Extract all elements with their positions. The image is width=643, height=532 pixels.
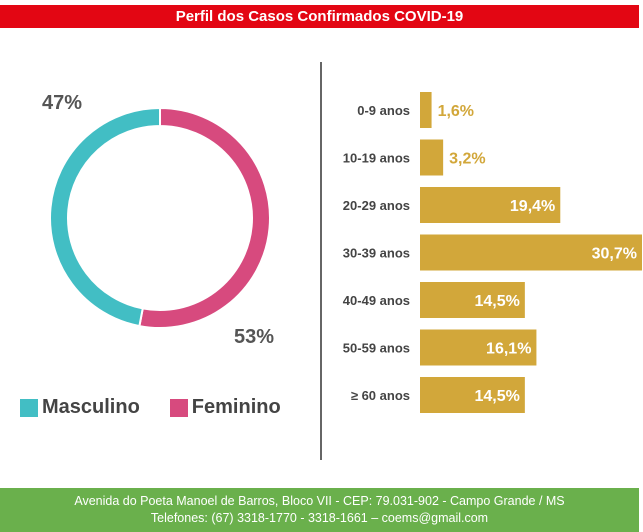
legend-item-feminino: Feminino [169,396,281,419]
legend-label-feminino: Feminino [191,396,281,418]
masculino-percent-label: 47% [42,92,83,114]
footer: Avenida do Poeta Manoel de Barros, Bloco… [0,488,639,532]
data-label: 3,2% [449,151,485,168]
masculino-swatch [20,398,38,417]
footer-contacts: Telefones: (67) 3318-1770 - 3318-1661 – … [150,511,489,525]
bar [420,187,561,223]
gender-donut-chart [49,106,271,329]
data-label: 14,5% [474,293,519,310]
legend-label-masculino: Masculino [42,396,140,418]
bar [420,139,444,176]
bar [420,329,537,366]
chart-title: Perfil dos Casos Confirmados COVID-19 [0,5,639,28]
data-label: 1,6% [438,103,474,120]
bar [420,234,642,271]
footer-address: Avenida do Poeta Manoel de Barros, Bloco… [74,494,565,508]
bar [420,282,525,318]
age-bar-chart: 0-9 anos 1,6% 10-19 anos 3,2% 20-29 anos 19,4… [343,92,642,413]
category-label: 40-49 anos [343,293,410,308]
data-label: 30,7% [592,246,637,263]
category-label: 0-9 anos [357,103,410,118]
category-label: 10-19 anos [343,151,410,166]
feminino-percent-label: 53% [234,326,275,348]
category-label: ≥ 60 anos [351,388,410,403]
data-label: 19,4% [510,198,555,215]
category-label: 50-59 anos [343,341,410,356]
category-label: 30-39 anos [343,246,410,261]
slice-masculino [49,106,161,328]
vertical-divider [320,62,322,460]
slice-feminino [138,106,271,329]
legend-item-masculino: Masculino [20,396,140,419]
gender-legend: Masculino Feminino [20,396,281,419]
bar [420,92,432,128]
data-label: 16,1% [486,341,531,358]
category-label: 20-29 anos [343,198,410,213]
data-label: 14,5% [474,388,519,405]
bar [420,377,525,413]
feminino-swatch [169,398,188,417]
